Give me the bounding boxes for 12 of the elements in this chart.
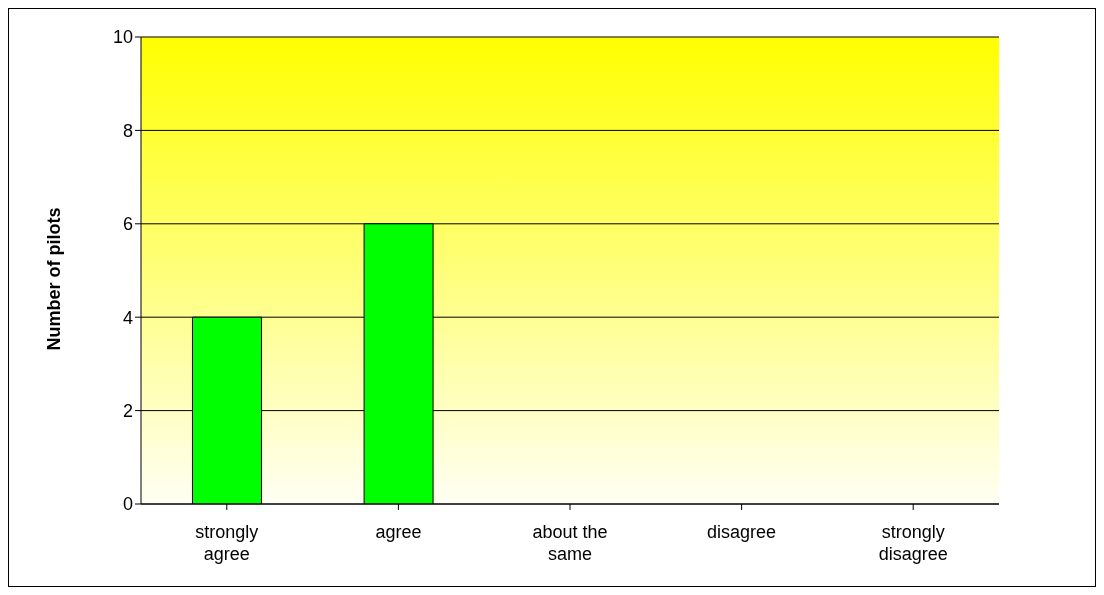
y-tick-label: 10 <box>112 27 133 48</box>
x-tick-label: agree <box>375 522 422 542</box>
y-tick-label: 2 <box>122 400 133 421</box>
x-tick-label: strongly agree <box>195 522 259 564</box>
y-tick-label: 4 <box>122 307 133 328</box>
x-tick-label: disagree <box>707 522 777 542</box>
y-axis-title: Number of pilots <box>44 207 65 351</box>
y-tick-label: 0 <box>122 494 133 515</box>
x-tick-label: strongly disagree <box>878 522 948 564</box>
y-tick-label: 6 <box>122 214 133 235</box>
x-tick-label: about the same <box>532 522 608 564</box>
y-tick-label: 8 <box>122 120 133 141</box>
